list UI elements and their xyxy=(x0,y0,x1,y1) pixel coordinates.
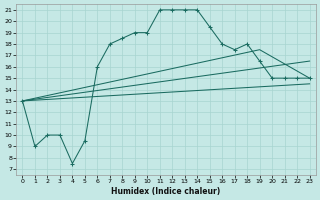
X-axis label: Humidex (Indice chaleur): Humidex (Indice chaleur) xyxy=(111,187,221,196)
